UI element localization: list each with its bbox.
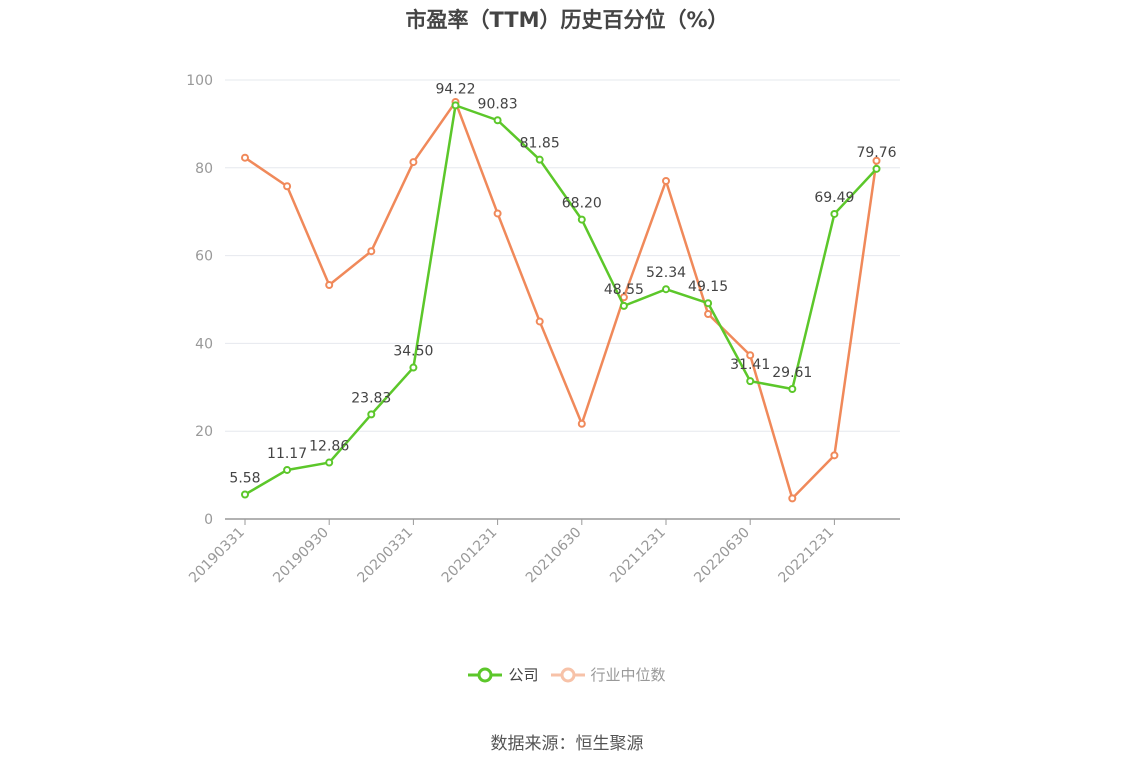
data-label: 11.17	[267, 446, 307, 462]
x-tick-label: 20221231	[776, 525, 838, 587]
data-point[interactable]	[283, 465, 292, 474]
y-tick-label: 0	[204, 512, 213, 528]
data-point[interactable]	[535, 155, 544, 164]
data-point[interactable]	[325, 458, 334, 467]
data-point[interactable]	[493, 209, 502, 218]
data-point[interactable]	[746, 377, 755, 386]
data-label: 90.83	[478, 96, 518, 112]
data-point[interactable]	[619, 301, 628, 310]
series-line-0	[244, 104, 878, 496]
data-point[interactable]	[241, 490, 249, 499]
y-tick-label: 20	[195, 424, 213, 440]
x-tick-label: 20200331	[355, 525, 417, 587]
data-point[interactable]	[662, 176, 670, 185]
data-point[interactable]	[325, 281, 334, 290]
data-point[interactable]	[704, 299, 713, 308]
data-point[interactable]	[283, 182, 292, 191]
data-point[interactable]	[451, 101, 460, 110]
legend-marker-company	[468, 667, 503, 682]
legend-label-company: 公司	[508, 666, 539, 684]
data-point[interactable]	[662, 285, 670, 294]
data-point[interactable]	[535, 317, 544, 326]
chart-title: 市盈率（TTM）历史百分位（%）	[405, 8, 729, 32]
series-line-1	[244, 100, 878, 500]
x-tick-label: 20210630	[523, 525, 585, 587]
data-point[interactable]	[872, 164, 881, 173]
data-point[interactable]	[746, 351, 755, 360]
x-tick-label: 20190331	[186, 525, 248, 587]
data-label: 49.15	[688, 279, 728, 295]
data-point[interactable]	[367, 247, 376, 256]
data-label: 69.49	[814, 190, 854, 206]
data-point[interactable]	[367, 410, 376, 419]
data-point[interactable]	[788, 494, 797, 503]
legend-label-industry: 行业中位数	[590, 666, 666, 684]
data-point[interactable]	[830, 209, 839, 218]
data-label: 34.50	[393, 344, 433, 360]
data-label: 12.86	[309, 439, 349, 455]
legend-item-company[interactable]: 公司	[468, 664, 539, 685]
x-tick-label: 20220630	[691, 525, 753, 587]
data-label: 31.41	[730, 357, 770, 373]
y-tick-label: 40	[195, 336, 213, 352]
y-tick-label: 100	[186, 73, 213, 89]
data-point[interactable]	[830, 451, 839, 460]
data-point[interactable]	[241, 153, 249, 162]
y-tick-label: 60	[195, 249, 213, 265]
data-point[interactable]	[409, 363, 418, 372]
data-point[interactable]	[872, 156, 881, 165]
data-label: 52.34	[646, 265, 686, 281]
data-label: 29.61	[772, 365, 812, 381]
data-label: 48.55	[604, 282, 644, 298]
data-label: 81.85	[520, 136, 560, 152]
data-label: 5.58	[229, 471, 260, 487]
legend-item-industry[interactable]: 行业中位数	[550, 664, 666, 685]
legend-marker-industry	[550, 667, 585, 682]
data-label: 68.20	[562, 196, 602, 212]
grid-lines	[225, 79, 900, 432]
data-point[interactable]	[577, 419, 586, 428]
y-tick-label: 80	[195, 161, 213, 177]
data-point[interactable]	[704, 309, 713, 318]
series-layer	[241, 97, 881, 503]
x-tick-label: 20201231	[439, 525, 501, 587]
data-point[interactable]	[577, 215, 586, 224]
data-point[interactable]	[493, 116, 502, 125]
data-label: 79.76	[856, 145, 896, 161]
data-point[interactable]	[409, 158, 418, 167]
x-tick-label: 20190930	[270, 525, 332, 587]
data-label: 94.22	[435, 81, 475, 97]
line-chart: 0 20 40 60 80 100 20190331 20190930 20200331 2020…	[186, 73, 900, 587]
x-tick-label: 20211231	[607, 525, 669, 587]
legend: 公司 行业中位数	[0, 664, 1134, 685]
data-source: 数据来源：恒生聚源	[490, 734, 644, 754]
data-point[interactable]	[788, 385, 797, 394]
data-label: 23.83	[351, 390, 391, 406]
